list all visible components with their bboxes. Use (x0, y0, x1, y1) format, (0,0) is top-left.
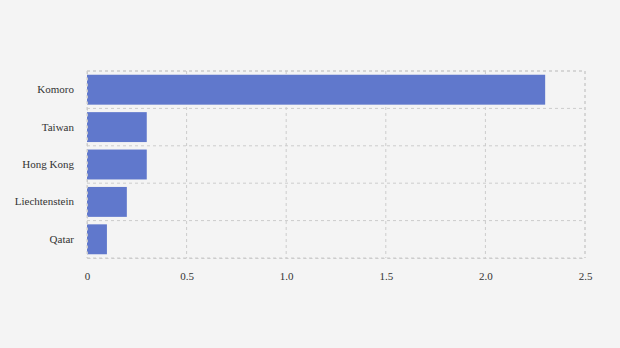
plot: 0 0.5 1.0 1.5 2.0 2.5 Komoro Taiwan Hong Kong Lie… (15, 71, 593, 282)
bar (87, 224, 107, 254)
y-tick: Hong Kong (22, 158, 87, 170)
x-tick: 1.0 (280, 258, 294, 282)
row-grid-line (87, 183, 585, 184)
x-tick: 2.0 (479, 258, 493, 282)
x-tick: 0.5 (180, 258, 194, 282)
bars (87, 75, 545, 255)
y-axis: Komoro Taiwan Hong Kong Liechtenstein Qatar (15, 72, 88, 259)
x-tick-label: 1.0 (280, 270, 294, 282)
x-tick-label: 0.5 (180, 270, 194, 282)
x-tick: 2.5 (579, 258, 593, 282)
bar (87, 112, 147, 142)
y-tick-label: Taiwan (42, 121, 75, 133)
x-tick: 0 (85, 258, 91, 282)
x-tick-label: 1.5 (379, 270, 393, 282)
x-axis: 0 0.5 1.0 1.5 2.0 2.5 (85, 258, 593, 282)
bar (87, 187, 127, 217)
row-grid-line (87, 71, 585, 72)
row-grid-line (87, 145, 585, 146)
x-tick-label: 0 (85, 270, 91, 282)
frame-top (87, 71, 585, 72)
row-grid-line (87, 108, 585, 109)
grid (87, 71, 585, 258)
x-axis-line (88, 258, 586, 259)
y-tick: Komoro (37, 83, 87, 95)
row-grid-line (87, 220, 585, 221)
y-tick: Taiwan (42, 121, 87, 133)
background (0, 0, 620, 348)
y-tick-label: Hong Kong (22, 158, 74, 170)
y-tick-label: Qatar (50, 233, 75, 245)
row-grid-line (87, 258, 585, 259)
y-tick-label: Komoro (37, 83, 74, 95)
frame-right (585, 71, 586, 258)
grid-line (585, 71, 586, 258)
y-tick-label: Liechtenstein (15, 195, 75, 207)
y-tick: Liechtenstein (15, 195, 87, 207)
chart: 0 0.5 1.0 1.5 2.0 2.5 Komoro Taiwan Hong Kong Lie… (0, 0, 620, 348)
x-tick: 1.5 (379, 258, 393, 282)
bar (87, 75, 545, 105)
x-tick-label: 2.0 (479, 270, 493, 282)
x-tick-label: 2.5 (579, 270, 593, 282)
y-axis-line (87, 72, 88, 259)
y-tick: Qatar (50, 233, 87, 245)
bar (87, 150, 147, 180)
